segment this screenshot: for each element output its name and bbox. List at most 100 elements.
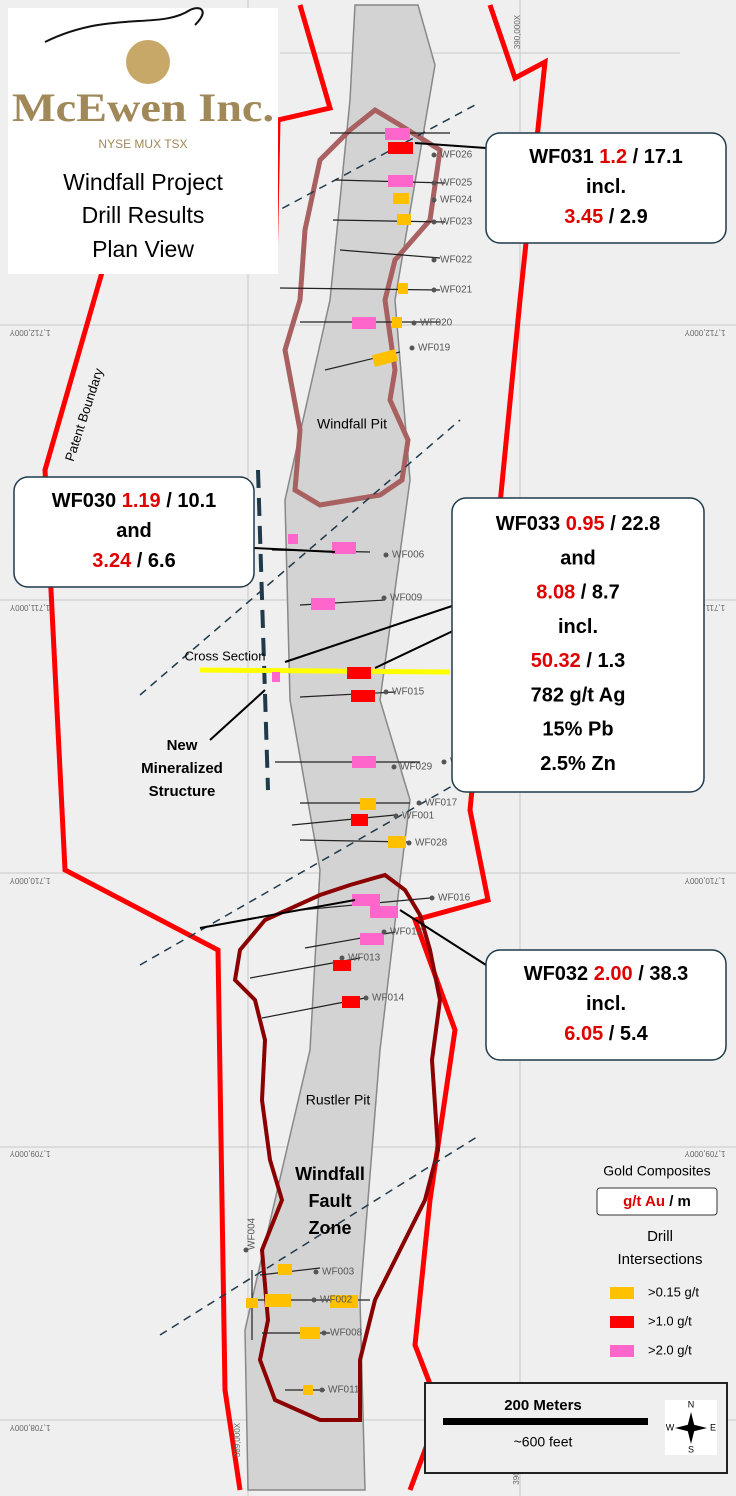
- hole-label: WF021: [440, 285, 473, 296]
- callout-segment: 2.5% Zn: [540, 753, 616, 775]
- callout-segment: / 6.6: [137, 550, 176, 572]
- structure-label: Structure: [149, 783, 216, 800]
- logo-exchanges: NYSE MUX TSX: [98, 137, 187, 151]
- hole-label: WF004: [247, 1217, 258, 1250]
- intersection: [311, 598, 335, 610]
- callout-segment: and: [560, 548, 596, 570]
- hole-label: WF026: [440, 150, 473, 161]
- structure-line: [269, 104, 476, 216]
- intersection: [330, 1295, 358, 1308]
- legend-title: Gold Composites: [603, 1163, 710, 1179]
- drill-traces: [249, 132, 450, 1391]
- grid-label: 1,711,000Y: [9, 603, 50, 612]
- callout-segment: WF033: [496, 513, 560, 535]
- logo-whip: [44, 7, 204, 43]
- collar: [441, 759, 447, 765]
- callout-segment: incl.: [586, 176, 626, 198]
- intersection: [333, 960, 351, 971]
- grid-label: 390: [512, 1471, 521, 1485]
- corridor: [244, 4, 436, 1491]
- callout-segment: / 8.7: [581, 582, 620, 604]
- callout-line: 782 g/t Ag: [531, 685, 626, 707]
- grid-label: 1,710,000Y: [9, 876, 51, 885]
- callout-line: 8.08 / 8.7: [536, 582, 619, 604]
- hole-label: WF028: [415, 838, 448, 849]
- intersection: [360, 798, 376, 810]
- arrow: [253, 547, 336, 553]
- intersection: [300, 1327, 320, 1339]
- section-label: Cross Section: [185, 648, 266, 663]
- grid-label: 1,710,000Y: [684, 876, 726, 885]
- callout-segment: 50.32: [531, 650, 581, 672]
- intersections: [246, 128, 413, 1395]
- collar: [416, 800, 422, 806]
- callout-segment: 0.95: [566, 513, 605, 535]
- collar: [381, 595, 387, 601]
- callout-segment: / 10.1: [166, 490, 216, 512]
- drill-trace: [291, 814, 396, 826]
- intersection: [332, 542, 356, 554]
- grid-label: 1,712,000Y: [9, 328, 51, 337]
- intersection: [393, 193, 409, 204]
- intersection: [351, 814, 368, 826]
- callout-line: 2.5% Zn: [540, 753, 616, 775]
- compass-e: E: [710, 1422, 716, 1432]
- arrow: [284, 604, 456, 663]
- callout-segment: 6.05: [564, 1023, 603, 1045]
- hole-label: WF012: [390, 927, 423, 938]
- legend-box: [596, 1187, 718, 1216]
- callout-box: [485, 949, 727, 1061]
- collar: [429, 895, 435, 901]
- intersection: [342, 996, 360, 1008]
- intersection: [397, 214, 411, 225]
- callouts: WF031 1.2 / 17.1 incl. 3.45 / 2.9 WF030 1.1…: [13, 132, 727, 1061]
- legend-label: >2.0 g/t: [648, 1342, 692, 1357]
- intersection: [352, 756, 376, 768]
- hole-label: WF022: [440, 255, 473, 266]
- callout-segment: WF031: [529, 146, 593, 168]
- drill-trace: [332, 219, 446, 223]
- callout-segment: 3.45: [564, 206, 603, 228]
- logo-name: McEwen Inc.: [12, 85, 274, 130]
- callout-line: 15% Pb: [542, 719, 613, 741]
- legend-swatch: [610, 1287, 634, 1299]
- callout-segment: / 22.8: [610, 513, 660, 535]
- collar: [393, 813, 399, 819]
- arrow: [199, 899, 356, 929]
- title: Drill Results: [82, 202, 205, 228]
- zone-label: Zone: [309, 1218, 352, 1238]
- pit-label: Rustler Pit: [306, 1092, 371, 1108]
- hole-label: WF020: [420, 318, 453, 329]
- hole-label: WF023: [440, 217, 473, 228]
- callout-segment: incl.: [586, 993, 626, 1015]
- title: Windfall Project: [63, 169, 223, 195]
- grid-label: 390,000X: [513, 14, 522, 49]
- callout-line: 50.32 / 1.3: [531, 650, 626, 672]
- grid-label: 1,709,000Y: [9, 1149, 51, 1158]
- callout-line: 3.24 / 6.6: [92, 550, 175, 572]
- collar: [383, 689, 389, 695]
- intersection: [278, 1264, 292, 1275]
- hole-label: WF014: [372, 993, 405, 1004]
- collar: [243, 1247, 249, 1253]
- intersection: [388, 175, 413, 187]
- collar: [381, 929, 387, 935]
- legend-au: g/t Au: [623, 1193, 665, 1210]
- legend-subtitle: Drill: [647, 1228, 673, 1245]
- collar: [411, 320, 417, 326]
- collar: [431, 152, 437, 158]
- intersection: [303, 1385, 313, 1395]
- drill-trace: [299, 691, 396, 698]
- structure-label: New: [167, 737, 198, 754]
- structure-label: Mineralized: [141, 760, 223, 777]
- callout-line: WF032 2.00 / 38.3: [524, 963, 689, 985]
- intersection: [265, 1294, 291, 1307]
- hole-label: WF016: [438, 893, 471, 904]
- callout-segment: / 2.9: [609, 206, 648, 228]
- callout-line: incl.: [586, 993, 626, 1015]
- callout-line: 6.05 / 5.4: [564, 1023, 648, 1045]
- arrows: [199, 142, 487, 966]
- zone-label: Fault: [309, 1191, 352, 1211]
- hole-label: WF015: [392, 687, 425, 698]
